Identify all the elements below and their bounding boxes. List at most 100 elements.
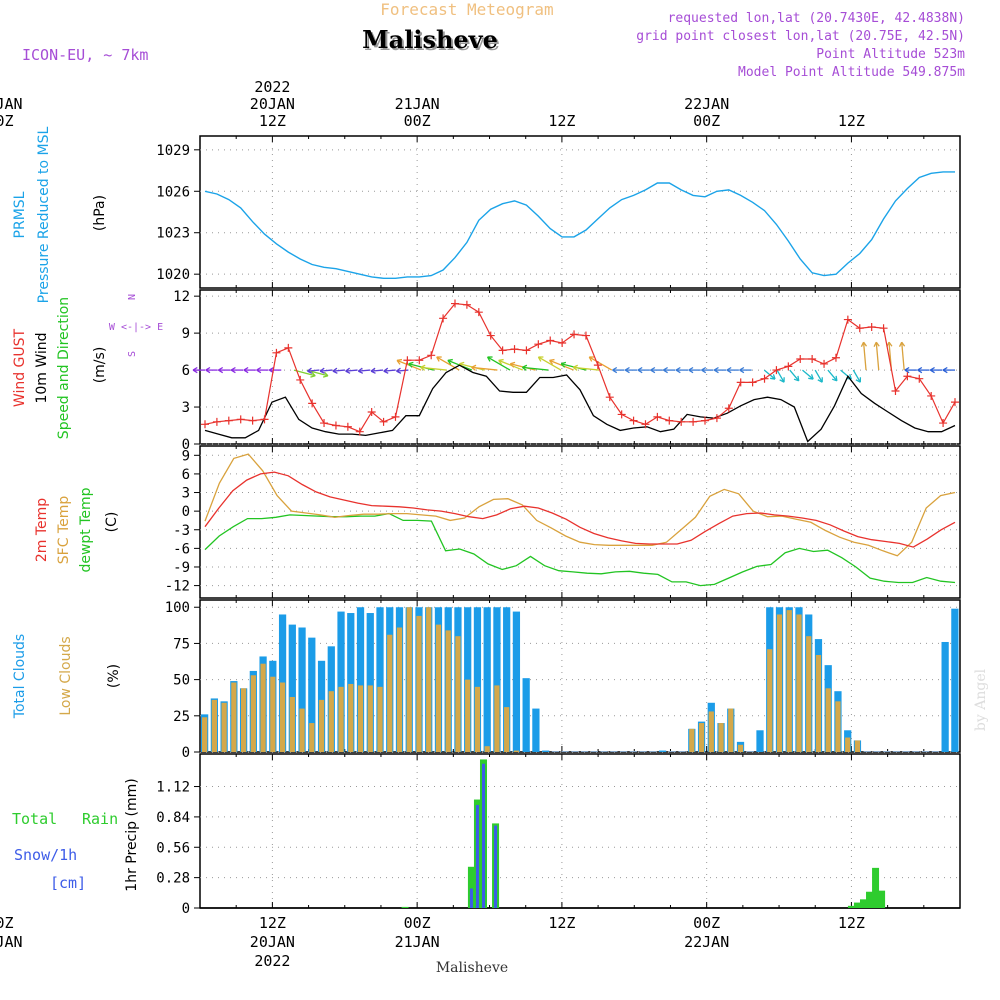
- total-cloud-bar: [542, 750, 550, 752]
- total-cloud-bar: [639, 751, 647, 752]
- compass-mid: W <-|-> E: [109, 322, 163, 333]
- temp-ytick-label: -9: [173, 560, 190, 576]
- compass-n: N: [127, 294, 138, 300]
- total-cloud-bar: [746, 751, 754, 752]
- top-time-label: 21JAN: [395, 95, 440, 113]
- low-cloud-bar: [786, 610, 792, 752]
- wind-arrowhead: [509, 361, 516, 368]
- top-time-label: 23JAN: [0, 95, 23, 113]
- dewpoint-line: [204, 512, 956, 587]
- watermark: by Angel: [973, 668, 989, 731]
- low-cloud-bar: [728, 708, 734, 752]
- wind-arrowhead: [860, 341, 868, 347]
- bottom-time-label: 00Z: [404, 914, 431, 932]
- temp-ytick-label: 6: [182, 467, 190, 483]
- total-cloud-bar: [873, 751, 881, 752]
- wind-arrow: [345, 369, 358, 372]
- low-cloud-bar: [328, 691, 334, 752]
- wind-arrow: [588, 356, 613, 371]
- wind-lab1: Wind GUST: [12, 328, 28, 407]
- total-cloud-bar: [951, 608, 959, 752]
- wind-arrowhead: [498, 358, 504, 365]
- wind-arrow: [852, 369, 861, 383]
- wind-gust-marker: [820, 359, 829, 368]
- wind-arrowhead: [701, 366, 707, 374]
- wind-gust-marker: [760, 374, 769, 383]
- wind-arrow: [307, 369, 320, 372]
- low-cloud-bar: [494, 685, 500, 752]
- total-cloud-bar: [366, 613, 374, 752]
- wind-ytick-label: 3: [182, 400, 190, 416]
- precip-labels: Total Rain Snow/1h [cm] 1hr Precip (mm): [12, 778, 140, 892]
- cloud-lab1: Total Clouds: [12, 634, 28, 719]
- wind-gust-marker: [939, 419, 948, 428]
- total-cloud-bar: [658, 750, 667, 752]
- wind-gust-marker: [772, 366, 781, 375]
- sfc-temp-line: [204, 453, 956, 557]
- low-cloud-bar: [240, 688, 247, 752]
- top-time-label: 00Z: [693, 112, 720, 130]
- wind-gust-marker: [593, 361, 602, 370]
- total-cloud-bar: [571, 751, 579, 752]
- low-cloud-bar: [387, 634, 393, 752]
- temp-labels: 2m Temp SFC Temp dewpt Temp (C): [34, 487, 120, 572]
- rain-bar: [859, 899, 867, 908]
- wind-arrowhead: [322, 371, 329, 378]
- wind-arrowhead: [521, 364, 528, 371]
- low-cloud-bar: [318, 699, 325, 752]
- temp-unit: (C): [104, 512, 120, 533]
- wind-arrowhead: [420, 364, 426, 371]
- wind-arrowhead: [793, 375, 800, 382]
- wind-arrowhead: [307, 367, 313, 374]
- point-altitude: Point Altitude 523m: [816, 47, 965, 62]
- wind-arrowhead: [942, 366, 948, 374]
- model-altitude: Model Point Altitude 549.875m: [738, 65, 965, 80]
- wind-gust-marker: [462, 300, 471, 309]
- total-cloud-bar: [931, 751, 940, 752]
- wind-arrowhead: [357, 367, 364, 374]
- precip-lab3: [cm]: [50, 874, 86, 892]
- top-time-label: 12Z: [548, 112, 575, 130]
- low-cloud-bar: [270, 676, 276, 752]
- wind-arrowhead: [486, 356, 493, 362]
- precip-ytick-label: 0.28: [156, 871, 190, 887]
- total-cloud-bar: [883, 751, 891, 752]
- bottom-time-label: 12Z: [548, 914, 575, 932]
- snow-bar: [475, 804, 479, 908]
- temp-ytick-label: -6: [173, 541, 190, 557]
- wind-arrow: [358, 369, 371, 372]
- low-cloud-bar: [513, 750, 520, 752]
- wind-arrowhead: [560, 361, 567, 368]
- total-cloud-bar: [288, 624, 296, 752]
- wind-arrow: [420, 366, 447, 371]
- wind-gust-marker: [498, 346, 507, 355]
- low-cloud-bar: [815, 655, 822, 752]
- rain-bar: [853, 902, 861, 908]
- temp-frame: [199, 445, 961, 599]
- wind-speed-line: [204, 364, 956, 443]
- wind-arrowhead: [817, 377, 823, 383]
- wind-arrowhead: [904, 366, 910, 374]
- location-title-shadow: Malisheve: [364, 27, 500, 56]
- wind-arrow: [814, 369, 823, 383]
- rain-bar: [878, 890, 886, 908]
- wind-arrow: [549, 359, 574, 371]
- total-cloud-bar: [619, 751, 628, 752]
- temp-ytick-label: 9: [182, 448, 190, 464]
- low-cloud-bar: [825, 688, 831, 752]
- pressure-unit: (hPa): [92, 195, 108, 231]
- pressure-lab2: Pressure Reduced to MSL: [36, 126, 52, 303]
- temp-lab1: 2m Temp: [34, 498, 50, 562]
- low-cloud-bar: [367, 685, 373, 752]
- temp-ytick-label: 0: [182, 504, 190, 520]
- low-cloud-bar: [348, 683, 354, 752]
- wind-gust-marker: [486, 331, 495, 340]
- pressure-labels: PRMSL Pressure Reduced to MSL (hPa): [12, 126, 108, 303]
- wind-arrow: [487, 356, 511, 371]
- wind-gust-marker: [260, 415, 269, 424]
- wind-gust-marker: [629, 416, 638, 425]
- wind-gust-marker: [927, 391, 936, 400]
- wind-gust-marker: [451, 299, 459, 308]
- wind-arrowhead: [205, 366, 211, 374]
- wind-gust-marker: [558, 338, 567, 347]
